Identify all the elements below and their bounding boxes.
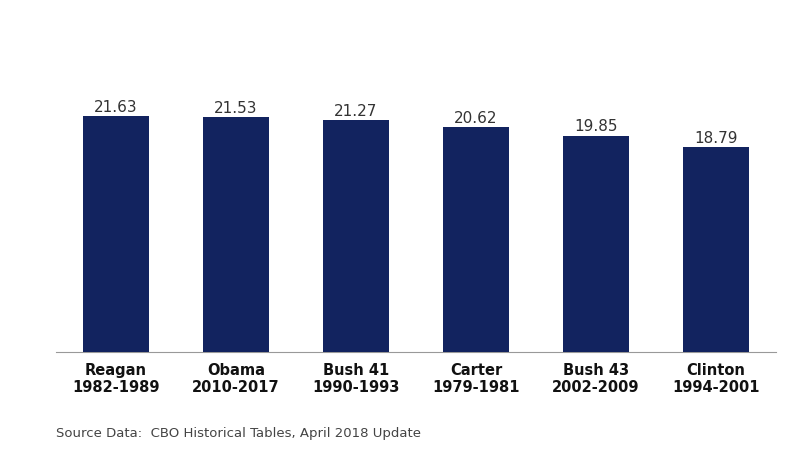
Text: 21.63: 21.63 <box>94 100 138 115</box>
Text: 18.79: 18.79 <box>694 131 738 145</box>
Text: 21.27: 21.27 <box>334 104 378 119</box>
Bar <box>683 147 749 352</box>
Text: 21.53: 21.53 <box>214 100 258 116</box>
Bar <box>203 117 269 352</box>
Text: 20.62: 20.62 <box>454 111 498 125</box>
Text: Federal Spending (Annual Average % GDP): Federal Spending (Annual Average % GDP) <box>165 13 635 31</box>
Text: 19.85: 19.85 <box>574 119 618 134</box>
Text: Source Data:  CBO Historical Tables, April 2018 Update: Source Data: CBO Historical Tables, Apri… <box>56 427 421 440</box>
Bar <box>443 127 509 352</box>
Bar <box>563 136 629 352</box>
Bar <box>323 120 389 352</box>
Bar <box>83 116 149 352</box>
